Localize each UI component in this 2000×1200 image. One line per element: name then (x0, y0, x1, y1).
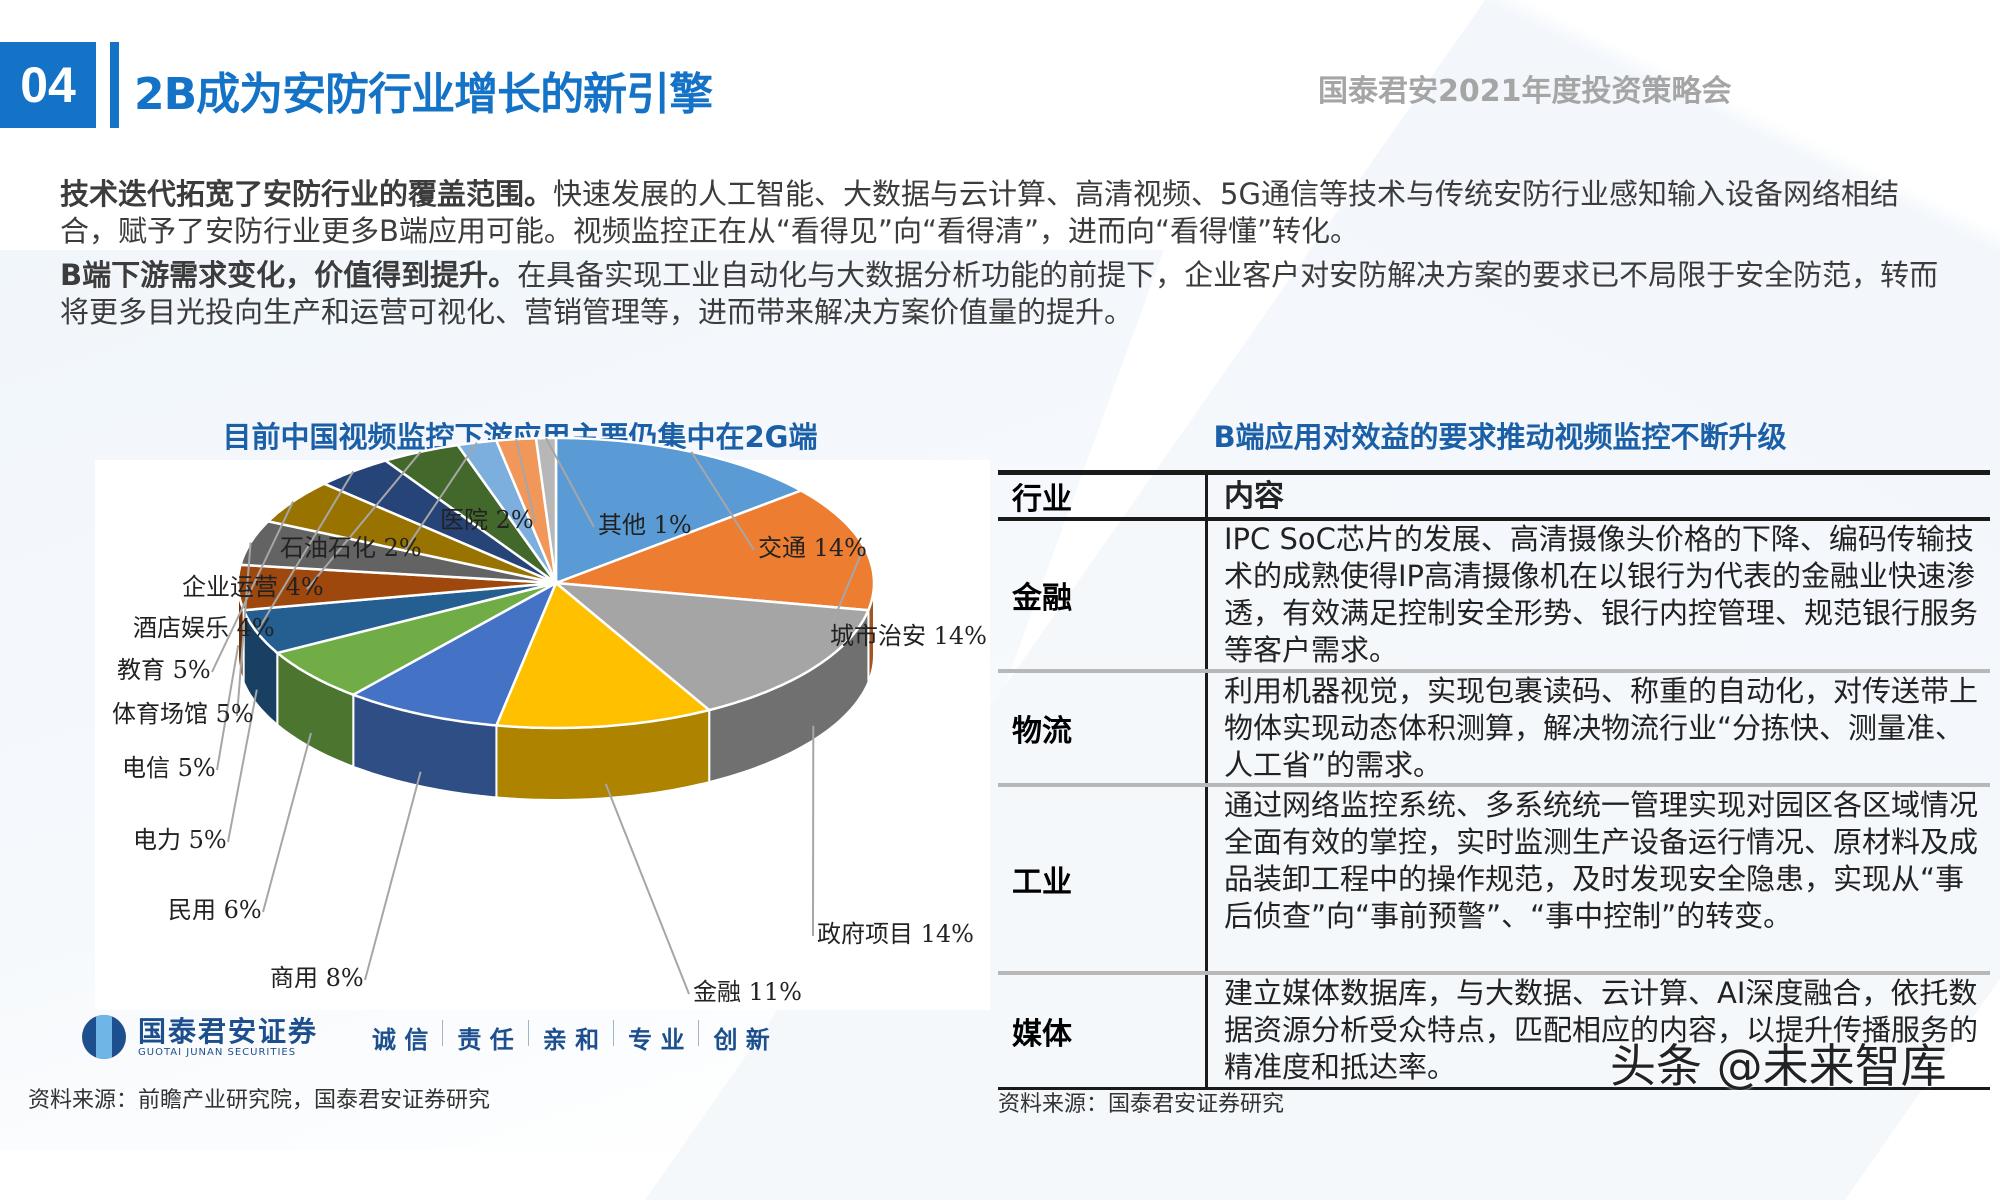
table-row: 物流 利用机器视觉，实现包裹读码、称重的自动化，对传送带上物体实现动态体积测算，… (998, 673, 1990, 787)
slogan: 诚 信 责 任 亲 和 专 业 创 新 (358, 1020, 784, 1055)
slogan-item: 创 新 (699, 1020, 783, 1055)
slogan-item: 诚 信 (358, 1020, 442, 1055)
pie-data-label: 石油石化 2% (280, 528, 422, 563)
event-name: 国泰君安2021年度投资策略会 (1318, 66, 1732, 110)
industry-cell: 金融 (998, 521, 1208, 669)
pie-data-label: 金融 11% (693, 972, 802, 1007)
pie-data-label: 酒店娱乐 4% (133, 608, 275, 643)
industry-cell: 工业 (998, 787, 1208, 971)
content-cell: 通过网络监控系统、多系统统一管理实现对园区各区域情况全面有效的掌控，实时监测生产… (1208, 787, 1990, 971)
source-note-right: 资料来源：国泰君安证券研究 (998, 1086, 1284, 1118)
slogan-item: 专 业 (614, 1020, 698, 1055)
table-header-row: 行业 内容 (998, 470, 1990, 521)
leader-line (606, 784, 689, 994)
pie-data-label: 其他 1% (598, 505, 692, 540)
industry-cell: 物流 (998, 673, 1208, 783)
pie-data-label: 城市治安 14% (830, 616, 987, 651)
table-title: B端应用对效益的要求推动视频监控不断升级 (1000, 414, 2000, 456)
leader-line (263, 733, 311, 912)
pie-data-label: 电信 5% (122, 748, 216, 783)
table-row: 金融 IPC SoC芯片的发展、高清摄像头价格的下降、编码传输技术的成熟使得IP… (998, 521, 1990, 673)
source-note-left: 资料来源：前瞻产业研究院，国泰君安证券研究 (28, 1082, 490, 1114)
slogan-item: 责 任 (443, 1020, 527, 1055)
column-header-industry: 行业 (998, 475, 1208, 517)
pie-data-label: 教育 5% (117, 650, 211, 685)
industry-cell: 媒体 (998, 975, 1208, 1087)
logo-mark-icon (82, 1015, 126, 1059)
logo-name-cn: 国泰君安证券 (138, 1017, 318, 1047)
logo-text: 国泰君安证券 GUOTAI JUNAN SECURITIES (138, 1017, 318, 1058)
leader-line (365, 772, 421, 980)
watermark: 头条 @未来智库 (1610, 1030, 1947, 1096)
pie-data-label: 医院 2% (440, 500, 534, 535)
pie-data-label: 交通 14% (758, 528, 867, 563)
pie-data-label: 民用 6% (168, 890, 262, 925)
content-cell: 利用机器视觉，实现包裹读码、称重的自动化，对传送带上物体实现动态体积测算，解决物… (1208, 673, 1990, 783)
pie-data-label: 政府项目 14% (817, 914, 974, 949)
pie-chart: 交通 14% 城市治安 14% 政府项目 14% 金融 11% 商用 8%民用 6% 电力… (0, 0, 1000, 1125)
pie-data-label: 企业运营 4% (182, 567, 324, 602)
logo-name-en: GUOTAI JUNAN SECURITIES (138, 1047, 318, 1058)
company-logo: 国泰君安证券 GUOTAI JUNAN SECURITIES 诚 信 责 任 亲… (82, 1015, 784, 1059)
slogan-item: 亲 和 (529, 1020, 613, 1055)
table-row: 工业 通过网络监控系统、多系统统一管理实现对园区各区域情况全面有效的掌控，实时监… (998, 787, 1990, 975)
pie-data-label: 体育场馆 5% (112, 694, 254, 729)
content-cell: IPC SoC芯片的发展、高清摄像头价格的下降、编码传输技术的成熟使得IP高清摄… (1208, 521, 1990, 669)
pie-data-label: 商用 8% (270, 958, 364, 993)
column-header-content: 内容 (1208, 475, 1990, 517)
industry-table: 行业 内容 金融 IPC SoC芯片的发展、高清摄像头价格的下降、编码传输技术的… (998, 470, 1990, 1090)
pie-data-label: 电力 5% (133, 820, 227, 855)
